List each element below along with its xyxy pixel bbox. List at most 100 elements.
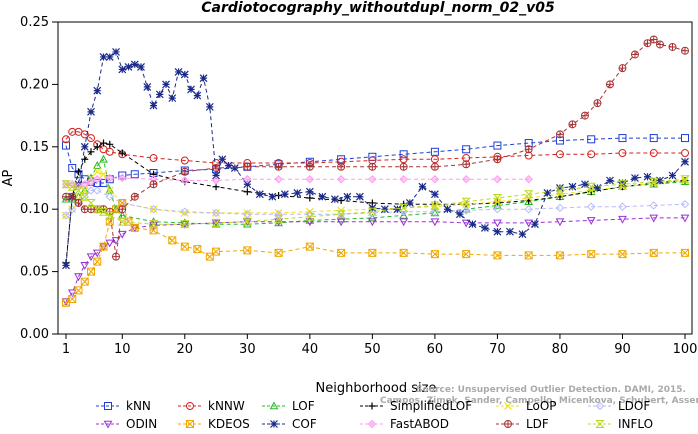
data-point-odin	[67, 289, 77, 298]
data-point-cof	[62, 261, 70, 270]
legend-item-fastabod: FastABOD	[360, 417, 449, 431]
data-point-odin	[305, 218, 315, 227]
data-point-cof	[99, 53, 108, 61]
data-point-cof	[174, 67, 183, 76]
data-point-odin	[105, 239, 115, 248]
axes: 1 10 20 30 40 50 60 70 80 90 100 0.00 0.05 0.10 0.15 0.…	[20, 15, 697, 357]
series-kdeos	[62, 198, 689, 307]
series-fastabod	[61, 173, 533, 191]
data-point-fastabod	[368, 175, 377, 184]
legend-label: LoOP	[526, 399, 557, 413]
data-point-ldf	[305, 162, 314, 171]
x-tick-label: 20	[177, 342, 194, 357]
data-point-cof	[268, 192, 277, 201]
x-axis-label: Neighborhood size	[316, 381, 437, 396]
data-point-knn	[649, 134, 658, 143]
legend-label: KDEOS	[208, 417, 250, 431]
data-point-cof	[543, 189, 552, 197]
data-point-fastabod	[93, 175, 102, 184]
watermark-line-2: Campos, Zimek, Sander, Campello, Micenko…	[380, 396, 698, 406]
data-point-cof	[468, 220, 477, 229]
data-point-ldf	[112, 252, 121, 261]
data-point-kdeos	[305, 242, 314, 251]
data-point-ldf	[593, 99, 602, 108]
legend-label: kNN	[126, 399, 151, 413]
data-point-ldof	[680, 200, 690, 209]
data-point-cof	[430, 190, 439, 199]
data-point-ldf	[649, 35, 658, 44]
data-point-inflo	[105, 211, 115, 220]
data-point-cof	[480, 223, 489, 232]
data-point-kdeos	[524, 251, 533, 260]
data-point-ldf	[430, 162, 439, 171]
data-point-ldof	[649, 201, 658, 210]
data-point-cof	[581, 180, 589, 189]
data-point-cof	[455, 210, 464, 219]
data-point-kdeos	[462, 250, 471, 259]
data-point-ldof	[68, 204, 77, 214]
legend-item-cof: COF	[262, 417, 317, 431]
x-tick-label: 1	[62, 342, 70, 357]
legend-item-loop: LoOP	[496, 399, 557, 413]
data-point-cof	[405, 199, 414, 207]
data-point-ldof	[149, 204, 158, 214]
data-point-ldf	[74, 198, 83, 207]
x-tick-label: 40	[302, 342, 319, 357]
data-point-ldf	[555, 130, 564, 139]
legend-label: ODIN	[126, 417, 157, 431]
legend-item-ldf: LDF	[496, 417, 549, 431]
data-point-simplifiedlof	[587, 188, 595, 196]
data-point-odin	[80, 262, 90, 270]
data-point-cof	[87, 107, 95, 116]
data-point-knnw	[149, 154, 158, 163]
legend-label: LDF	[526, 417, 549, 431]
data-point-ldf	[668, 42, 677, 51]
data-point-ldf	[630, 50, 639, 59]
data-point-kdeos	[193, 245, 202, 254]
data-point-knnw	[180, 156, 189, 165]
data-point-fastabod	[105, 173, 114, 183]
x-tick-label: 10	[114, 342, 131, 357]
data-point-knn	[587, 135, 596, 144]
data-point-cof	[193, 91, 202, 100]
data-point-ldf	[618, 64, 627, 73]
data-point-ldf	[643, 39, 652, 48]
legend-marker	[367, 419, 377, 429]
data-point-kdeos	[80, 277, 89, 286]
data-point-lof	[399, 210, 408, 219]
data-point-cof	[124, 63, 133, 71]
data-point-inflo	[92, 205, 102, 214]
data-point-cof	[149, 101, 158, 110]
data-point-kdeos	[99, 242, 108, 251]
legend-marker	[504, 420, 513, 428]
data-point-fastabod	[80, 180, 89, 189]
data-point-odin	[74, 273, 83, 282]
data-point-cof	[243, 180, 252, 189]
data-point-ldf	[568, 120, 577, 129]
x-tick-label: 50	[364, 342, 381, 357]
data-point-cof	[643, 172, 652, 181]
data-point-cof	[418, 182, 427, 191]
data-point-odin	[461, 219, 471, 228]
data-point-simplifiedlof	[75, 168, 83, 176]
data-point-inflo	[586, 182, 596, 191]
data-point-kdeos	[681, 248, 689, 257]
data-point-fastabod	[305, 175, 315, 184]
data-point-inflo	[86, 198, 96, 207]
x-tick-label: 80	[552, 342, 569, 357]
data-point-cof	[230, 164, 239, 172]
data-point-knnw	[681, 149, 689, 158]
data-point-inflo	[273, 215, 284, 224]
data-point-lof	[92, 160, 102, 169]
data-point-cof	[162, 80, 170, 89]
data-point-cof	[155, 90, 164, 99]
data-point-ldof	[524, 204, 533, 214]
data-point-ldof	[555, 203, 565, 213]
data-point-ldf	[493, 155, 502, 164]
y-axis-label: AP	[1, 169, 16, 186]
legend-label: SimplifiedLOF	[390, 399, 472, 413]
data-point-ldf	[274, 162, 283, 171]
data-point-cof	[224, 161, 233, 170]
chart-title: Cardiotocography_withoutdupl_norm_02_v05	[201, 0, 555, 16]
data-point-inflo	[61, 180, 71, 189]
